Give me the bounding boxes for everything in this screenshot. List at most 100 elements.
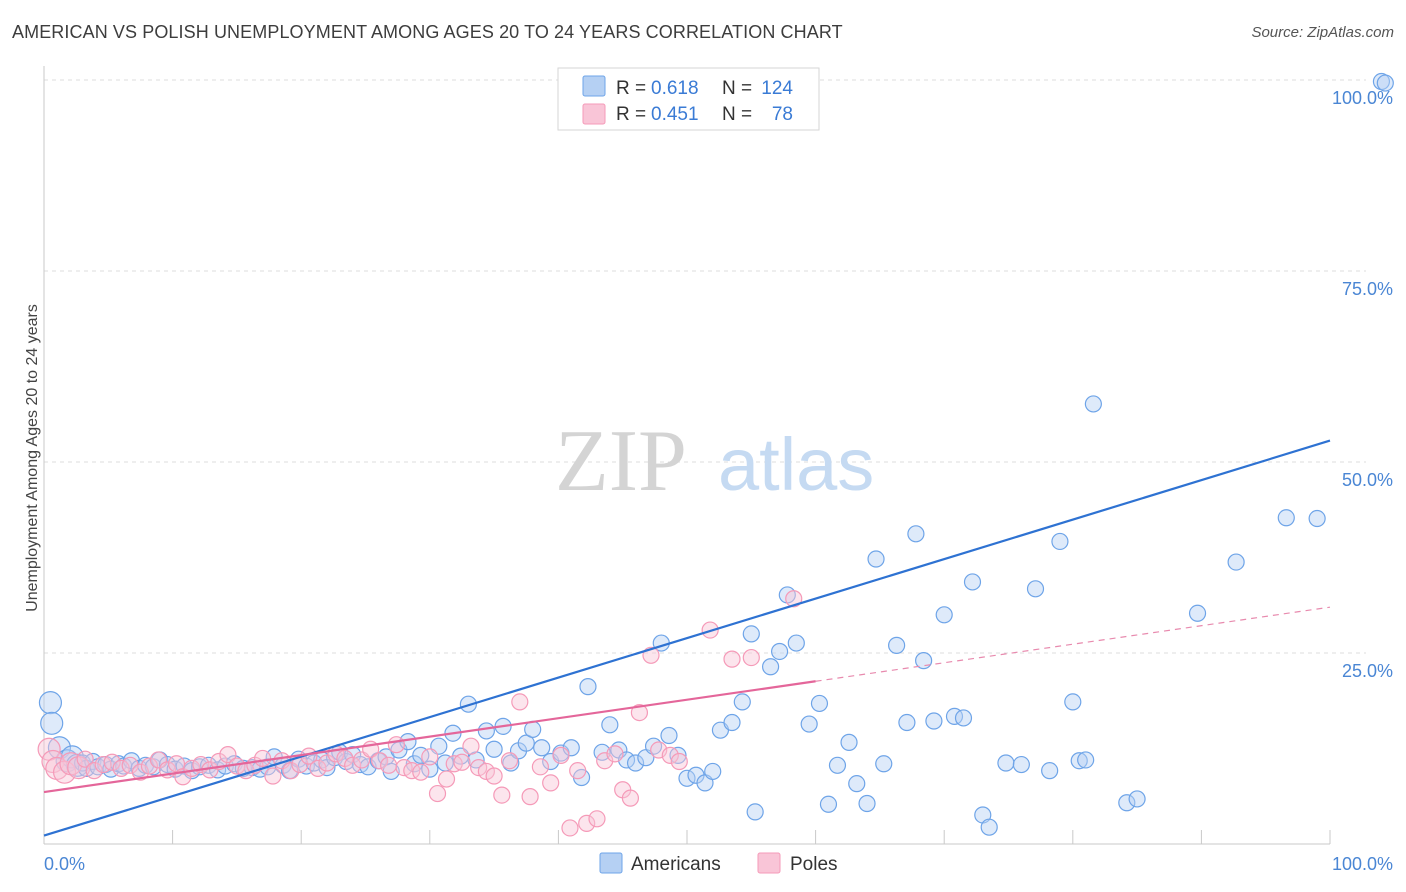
point-americans xyxy=(875,755,893,773)
point-poles xyxy=(437,770,456,788)
stats-r-label-americans: R = xyxy=(616,78,646,99)
point-poles xyxy=(462,737,480,755)
point-poles xyxy=(309,759,327,777)
watermark-zip: ZIP xyxy=(555,413,687,510)
legend-swatch-americans xyxy=(599,852,623,874)
point-americans xyxy=(1188,604,1207,622)
trend-line-americans xyxy=(43,439,1331,837)
point-americans xyxy=(810,694,829,713)
point-americans xyxy=(1277,509,1295,527)
point-poles xyxy=(112,759,130,777)
y-axis-label: Unemployment Among Ages 20 to 24 years xyxy=(24,304,41,612)
point-poles xyxy=(670,752,688,771)
point-poles xyxy=(621,789,640,807)
point-americans xyxy=(997,754,1015,772)
point-americans xyxy=(1308,509,1326,528)
point-americans xyxy=(47,736,72,760)
y-tick-label: 75.0% xyxy=(1342,279,1393,299)
point-poles xyxy=(561,819,579,837)
point-poles xyxy=(428,784,447,803)
point-poles xyxy=(121,756,139,774)
y-tick-label: 50.0% xyxy=(1342,470,1393,490)
point-americans xyxy=(733,693,751,711)
point-americans xyxy=(678,769,696,787)
point-poles xyxy=(254,749,272,768)
point-americans xyxy=(980,818,998,836)
point-poles xyxy=(219,746,237,764)
point-poles xyxy=(67,755,91,780)
point-americans xyxy=(848,775,866,793)
point-americans xyxy=(787,634,805,652)
point-poles xyxy=(569,762,587,780)
point-poles xyxy=(661,746,679,764)
point-poles xyxy=(542,774,560,792)
stats-swatch-americans xyxy=(582,75,606,97)
point-poles xyxy=(387,736,405,754)
y-tick-label: 100.0% xyxy=(1332,88,1393,108)
series-legend: Americans Poles xyxy=(599,852,838,875)
y-axis-label-group: Unemployment Among Ages 20 to 24 years xyxy=(24,304,41,612)
point-poles xyxy=(511,693,529,711)
point-americans xyxy=(1084,395,1102,413)
data-points xyxy=(37,72,1394,837)
point-poles xyxy=(742,648,760,667)
stats-n-value-americans: 124 xyxy=(761,78,793,99)
point-americans xyxy=(925,712,943,730)
point-americans xyxy=(601,716,619,734)
stats-legend: R = 0.618 N = 124 R = 0.451 N = 78 xyxy=(557,67,820,131)
trend-extension-poles xyxy=(815,606,1331,682)
point-americans xyxy=(1051,532,1069,551)
point-americans xyxy=(1077,751,1095,769)
stats-r-value-americans: 0.618 xyxy=(651,78,699,99)
point-americans xyxy=(1064,693,1082,711)
point-poles xyxy=(552,746,570,764)
point-americans xyxy=(898,713,916,732)
point-americans xyxy=(1376,74,1394,92)
point-americans xyxy=(954,709,973,727)
point-americans xyxy=(723,713,741,732)
point-americans xyxy=(1012,755,1030,774)
point-poles xyxy=(264,767,282,785)
point-poles xyxy=(531,758,549,776)
point-americans xyxy=(888,636,906,654)
point-poles xyxy=(485,767,503,785)
point-americans xyxy=(38,691,63,715)
point-poles xyxy=(318,754,336,772)
point-poles xyxy=(630,703,649,722)
point-poles xyxy=(578,814,596,832)
point-poles xyxy=(421,748,439,766)
point-americans xyxy=(761,658,780,676)
point-americans xyxy=(963,573,982,591)
y-tick-label: 25.0% xyxy=(1342,661,1393,681)
point-poles xyxy=(371,752,389,770)
point-poles xyxy=(470,758,488,777)
point-poles xyxy=(596,752,614,770)
point-americans xyxy=(421,760,439,778)
source-label: Source: ZipAtlas.com xyxy=(1251,24,1394,41)
point-poles xyxy=(282,762,300,780)
point-americans xyxy=(907,525,925,543)
point-americans xyxy=(1041,762,1059,780)
legend-label-americans: Americans xyxy=(631,854,721,875)
point-poles xyxy=(76,750,94,768)
point-americans xyxy=(746,803,764,821)
point-americans xyxy=(517,734,535,752)
point-americans xyxy=(858,794,876,813)
point-americans xyxy=(800,715,818,733)
point-americans xyxy=(626,754,645,772)
point-poles xyxy=(131,763,150,781)
x-tick-label-left: 0.0% xyxy=(44,854,85,874)
point-americans xyxy=(660,726,678,745)
point-poles xyxy=(453,753,471,771)
chart-title: AMERICAN VS POLISH UNEMPLOYMENT AMONG AG… xyxy=(12,22,843,42)
point-americans xyxy=(40,711,64,735)
point-poles xyxy=(723,650,741,668)
point-poles xyxy=(521,788,539,806)
point-americans xyxy=(1070,752,1088,770)
x-tick-label-right: 100.0% xyxy=(1332,854,1393,874)
axes: 100.0% 75.0% 50.0% 25.0% 0.0% 100.0% xyxy=(43,66,1393,874)
watermark-atlas: atlas xyxy=(718,423,874,506)
point-americans xyxy=(485,740,503,758)
point-americans xyxy=(770,642,789,661)
